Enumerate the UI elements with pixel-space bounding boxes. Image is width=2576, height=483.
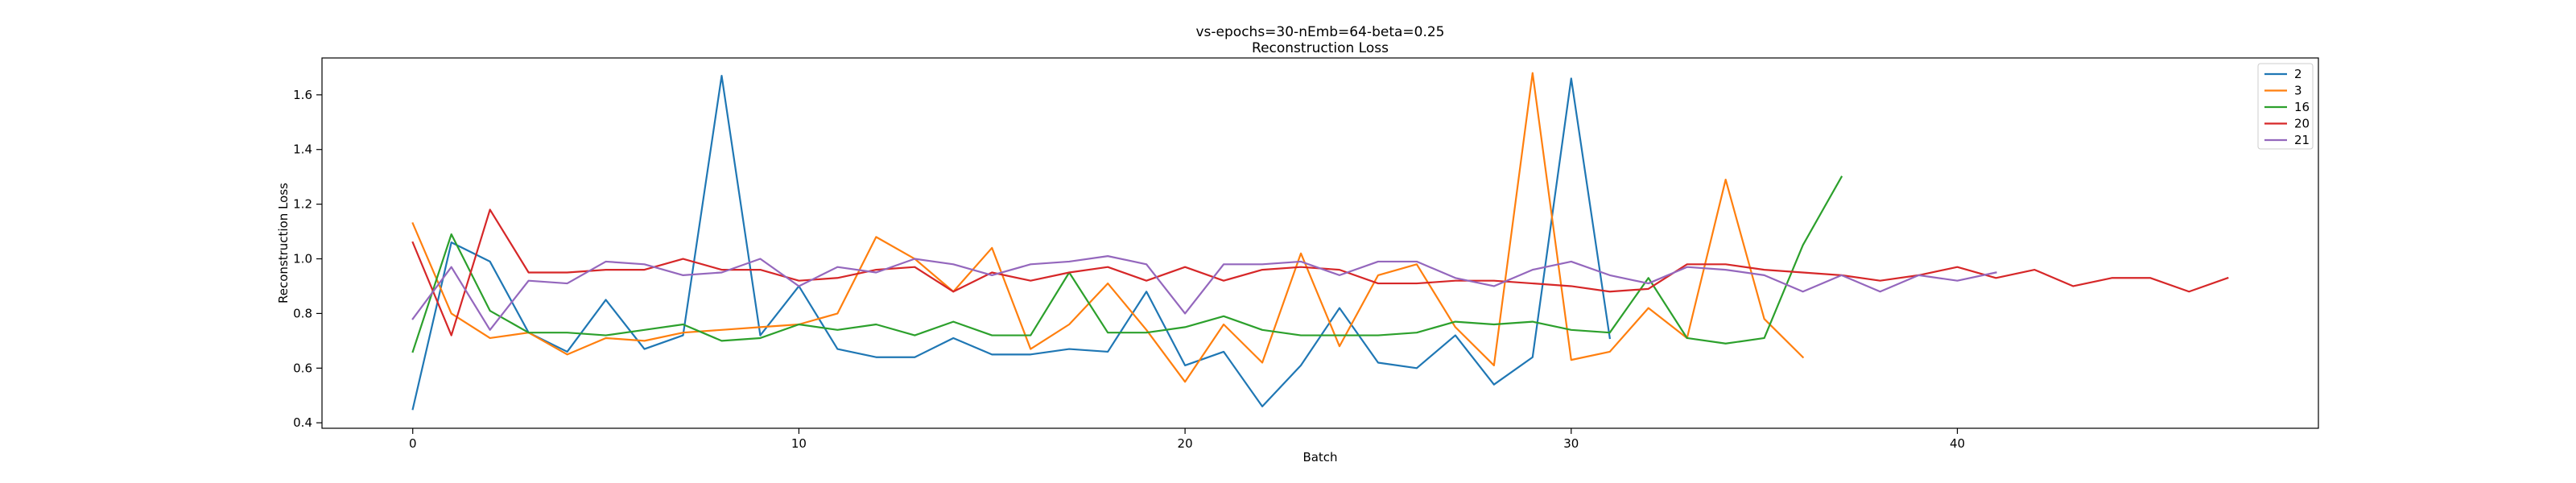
y-tick-label: 0.6 <box>293 361 312 375</box>
y-tick-label: 1.0 <box>293 252 312 266</box>
legend: 2 3 16 20 21 <box>2257 63 2314 150</box>
series-16 <box>411 175 1843 353</box>
y-axis-label: Reconstruction Loss <box>276 183 291 303</box>
y-tick-label: 1.4 <box>293 142 312 157</box>
x-axis-label: Batch <box>1302 450 1337 464</box>
y-tick-label: 1.2 <box>293 197 312 212</box>
legend-label: 21 <box>2294 133 2310 147</box>
y-axis: 0.4 0.6 0.8 1.0 1.2 1.4 1.6 <box>293 88 322 430</box>
legend-label: 3 <box>2294 84 2302 98</box>
chart-subtitle: Reconstruction Loss <box>1252 40 1389 56</box>
series-3 <box>411 72 1805 383</box>
legend-label: 2 <box>2294 67 2302 81</box>
x-tick-label: 10 <box>791 436 807 451</box>
legend-label: 20 <box>2294 117 2310 131</box>
series-21 <box>411 255 1997 331</box>
x-tick-label: 0 <box>409 436 417 451</box>
y-tick-label: 1.6 <box>293 88 312 102</box>
series-2 <box>411 74 1612 411</box>
x-tick-label: 30 <box>1563 436 1579 451</box>
series-lines <box>411 72 2229 411</box>
y-tick-label: 0.8 <box>293 306 312 320</box>
y-tick-label: 0.4 <box>293 415 312 430</box>
series-line-21 <box>411 255 1997 331</box>
series-line-2 <box>411 74 1612 411</box>
x-tick-label: 40 <box>1950 436 1965 451</box>
x-axis: 0 10 20 30 40 <box>409 428 1965 451</box>
series-line-16 <box>411 175 1843 353</box>
legend-label: 16 <box>2294 100 2310 114</box>
chart-title: vs-epochs=30-nEmb=64-beta=0.25 <box>1196 24 1445 40</box>
plot-frame <box>321 57 2319 429</box>
x-tick-label: 20 <box>1178 436 1193 451</box>
